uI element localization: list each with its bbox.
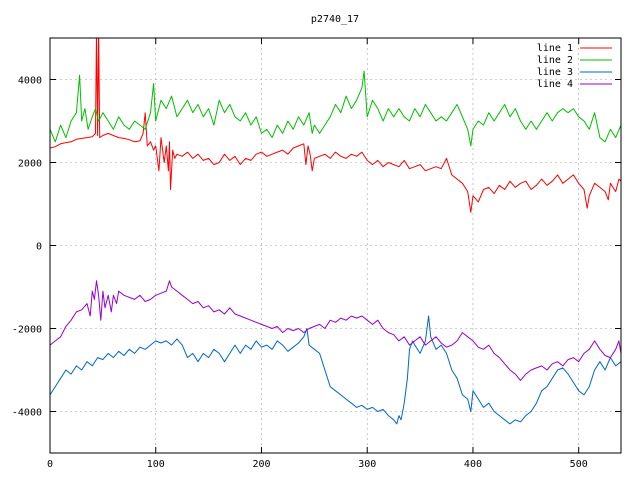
legend-label: line 3 — [537, 67, 573, 78]
x-tick-label: 500 — [570, 459, 588, 470]
y-tick-label: 0 — [36, 242, 42, 253]
series-layer — [50, 38, 621, 425]
x-tick-label: 0 — [47, 459, 53, 470]
y-tick-label: -2000 — [12, 325, 42, 336]
legend-label: line 2 — [537, 55, 573, 66]
x-tick-label: 400 — [464, 459, 482, 470]
series-line-3 — [50, 315, 621, 425]
legend-label: line 1 — [537, 43, 573, 54]
axis-ticks: 0 100 200 300 400 500 -4000 -2000 0 2000 4000 — [12, 38, 621, 470]
x-tick-label: 200 — [252, 459, 270, 470]
legend-label: line 4 — [537, 79, 573, 90]
grid — [50, 38, 621, 453]
series-line-1 — [50, 38, 621, 213]
y-tick-label: 2000 — [18, 159, 42, 170]
y-tick-label: -4000 — [12, 408, 42, 419]
x-tick-label: 100 — [147, 459, 165, 470]
x-tick-label: 300 — [358, 459, 376, 470]
series-line-2 — [50, 70, 621, 147]
chart-title: p2740_17 — [311, 14, 359, 25]
y-tick-label: 4000 — [18, 76, 42, 87]
series-line-4 — [50, 280, 621, 381]
